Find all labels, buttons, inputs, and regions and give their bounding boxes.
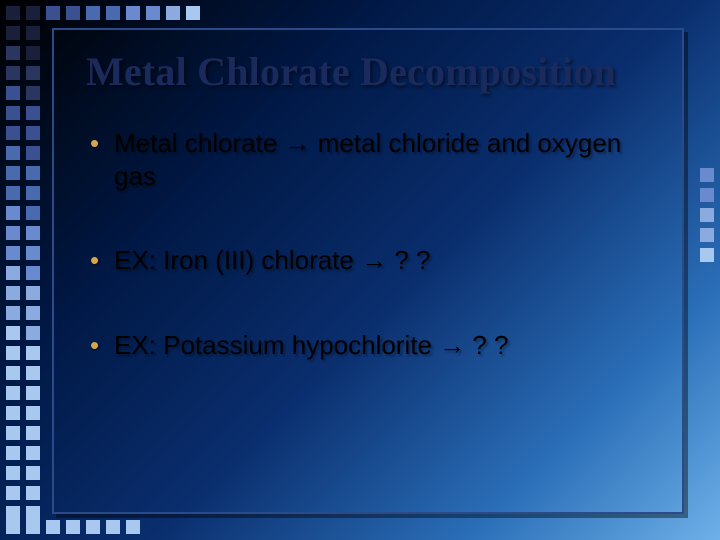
square-accent bbox=[26, 486, 40, 500]
slide-title: Metal Chlorate Decomposition bbox=[86, 48, 654, 95]
square-accent bbox=[126, 6, 140, 20]
square-accent bbox=[700, 168, 714, 182]
square-accent bbox=[26, 126, 40, 140]
square-accent bbox=[126, 520, 140, 534]
square-accent bbox=[6, 446, 20, 460]
square-accent bbox=[6, 426, 20, 440]
square-accent bbox=[6, 406, 20, 420]
square-accent bbox=[6, 506, 20, 520]
square-accent bbox=[6, 386, 20, 400]
square-accent bbox=[6, 520, 20, 534]
square-accent bbox=[6, 306, 20, 320]
square-accent bbox=[186, 6, 200, 20]
square-accent bbox=[6, 26, 20, 40]
square-accent bbox=[6, 146, 20, 160]
square-accent bbox=[26, 326, 40, 340]
square-accent bbox=[26, 206, 40, 220]
bullet-item: EX: Iron (III) chlorate → ? ? bbox=[86, 244, 654, 277]
square-accent bbox=[106, 6, 120, 20]
square-accent bbox=[26, 446, 40, 460]
bullet-list: Metal chlorate → metal chloride and oxyg… bbox=[86, 127, 654, 361]
square-accent bbox=[6, 6, 20, 20]
square-accent bbox=[6, 346, 20, 360]
square-accent bbox=[26, 226, 40, 240]
square-accent bbox=[26, 286, 40, 300]
square-accent bbox=[6, 466, 20, 480]
square-accent bbox=[146, 6, 160, 20]
square-accent bbox=[86, 520, 100, 534]
square-accent bbox=[26, 406, 40, 420]
square-accent bbox=[26, 386, 40, 400]
bullet-item: Metal chlorate → metal chloride and oxyg… bbox=[86, 127, 654, 192]
square-accent bbox=[106, 520, 120, 534]
square-accent bbox=[6, 486, 20, 500]
square-accent bbox=[6, 106, 20, 120]
square-accent bbox=[6, 86, 20, 100]
square-accent bbox=[66, 6, 80, 20]
square-accent bbox=[6, 186, 20, 200]
square-accent bbox=[26, 426, 40, 440]
square-accent bbox=[26, 266, 40, 280]
square-accent bbox=[86, 6, 100, 20]
bullet-item: EX: Potassium hypochlorite → ? ? bbox=[86, 329, 654, 362]
square-accent bbox=[700, 188, 714, 202]
square-accent bbox=[26, 466, 40, 480]
square-accent bbox=[6, 226, 20, 240]
square-accent bbox=[26, 366, 40, 380]
square-accent bbox=[6, 286, 20, 300]
square-accent bbox=[6, 266, 20, 280]
square-accent bbox=[26, 166, 40, 180]
square-accent bbox=[66, 520, 80, 534]
square-accent bbox=[26, 306, 40, 320]
square-accent bbox=[26, 186, 40, 200]
square-accent bbox=[700, 208, 714, 222]
square-accent bbox=[26, 346, 40, 360]
square-accent bbox=[26, 26, 40, 40]
square-accent bbox=[26, 46, 40, 60]
square-accent bbox=[26, 506, 40, 520]
square-accent bbox=[6, 6, 20, 20]
square-accent bbox=[6, 46, 20, 60]
square-accent bbox=[26, 6, 40, 20]
square-accent bbox=[26, 246, 40, 260]
square-accent bbox=[6, 326, 20, 340]
square-accent bbox=[26, 86, 40, 100]
square-accent bbox=[46, 520, 60, 534]
square-accent bbox=[6, 366, 20, 380]
square-accent bbox=[700, 228, 714, 242]
slide-frame: Metal Chlorate Decomposition Metal chlor… bbox=[52, 28, 684, 514]
square-accent bbox=[700, 248, 714, 262]
square-accent bbox=[26, 146, 40, 160]
square-accent bbox=[26, 6, 40, 20]
square-accent bbox=[6, 246, 20, 260]
square-accent bbox=[46, 6, 60, 20]
square-accent bbox=[26, 66, 40, 80]
square-accent bbox=[6, 66, 20, 80]
square-accent bbox=[26, 520, 40, 534]
square-accent bbox=[26, 106, 40, 120]
square-accent bbox=[6, 126, 20, 140]
square-accent bbox=[6, 166, 20, 180]
square-accent bbox=[166, 6, 180, 20]
square-accent bbox=[6, 206, 20, 220]
